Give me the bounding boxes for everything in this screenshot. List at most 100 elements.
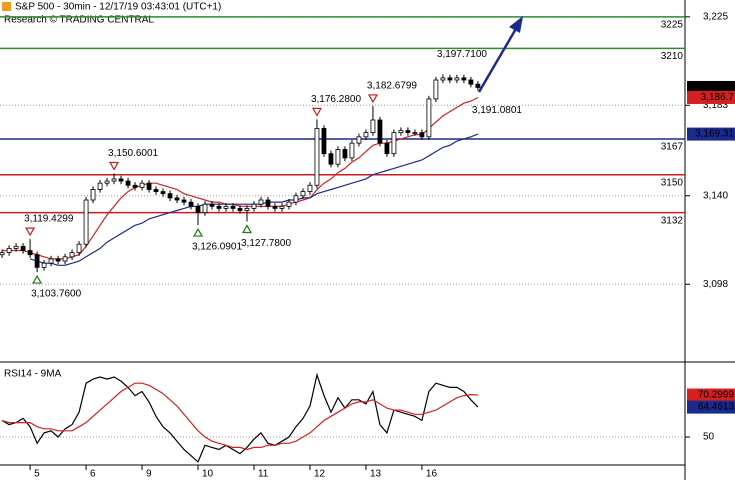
candle-body	[412, 132, 418, 135]
annotation-label: 3,126.0901	[192, 242, 242, 253]
candle-body	[153, 189, 159, 192]
annotation-label: 3,127.7800	[241, 238, 291, 249]
pane-title: RSI14 - 9MA	[4, 369, 62, 380]
candle-body	[265, 199, 271, 207]
candle-body	[419, 132, 425, 138]
arrow-shaft	[477, 26, 519, 93]
series-line	[1, 372, 479, 463]
level-label: 3150	[661, 177, 684, 188]
level-label: 3167	[661, 142, 684, 153]
candle-body	[188, 201, 194, 207]
annotation-marker	[311, 107, 322, 117]
candle-body	[20, 245, 26, 251]
annotation-label: 3,103.7600	[31, 289, 81, 300]
candle-body	[335, 149, 341, 165]
candle-body	[195, 205, 201, 214]
candle-body	[300, 191, 306, 197]
candle-body	[405, 130, 411, 134]
candle-body	[90, 189, 96, 201]
annotation-label: 3,182.6799	[367, 81, 417, 92]
candle-body	[314, 128, 320, 186]
candle-body	[27, 250, 33, 256]
candle-body	[41, 262, 47, 268]
x-tick-label: 9	[146, 469, 152, 480]
candle-body	[237, 208, 243, 211]
candle-body	[244, 208, 250, 211]
candle-body	[97, 182, 103, 190]
annotation-marker	[241, 224, 253, 234]
candle-body	[440, 77, 446, 81]
annotation-label: 3,150.6001	[108, 148, 158, 159]
candle-body	[174, 197, 180, 201]
price-box	[687, 400, 735, 414]
forecast-arrow	[477, 16, 523, 93]
candle-body	[377, 119, 383, 144]
candle-body	[272, 205, 278, 209]
price-box-label: 70.2999	[698, 390, 735, 401]
x-tick-label: 12	[314, 469, 326, 480]
price-box	[687, 388, 735, 402]
candle-body	[132, 184, 138, 188]
candle-body	[167, 193, 173, 199]
x-tick-label: 16	[426, 469, 438, 480]
candle-body	[69, 252, 75, 258]
candle-body	[433, 79, 439, 100]
candle-body	[146, 182, 152, 190]
price-box-label: 3,191.45	[695, 82, 734, 93]
level-label: 3210	[661, 51, 684, 62]
arrow-head	[509, 16, 523, 33]
price-box-label: 3,186.7	[701, 92, 735, 103]
series-line	[2, 96, 479, 260]
candle-body	[181, 199, 187, 203]
y-tick-label: 3,098	[703, 279, 728, 290]
y-tick-label: 3,225	[703, 11, 728, 22]
annotation-label: 3,176.2800	[311, 94, 361, 105]
candle-body	[398, 130, 404, 134]
price-box	[687, 80, 735, 94]
x-tick-label: 13	[370, 469, 382, 480]
x-tick-label: 11	[258, 469, 269, 480]
candle-body	[13, 245, 19, 249]
x-tick-label: 6	[90, 469, 96, 480]
series-line	[1, 382, 478, 451]
candle-body	[328, 153, 334, 165]
candle-body	[363, 132, 369, 138]
level-label: 3132	[661, 215, 684, 226]
price-box	[687, 127, 735, 141]
candle-body	[125, 180, 131, 186]
annotation-marker	[367, 94, 378, 104]
x-tick-label: 5	[34, 469, 40, 480]
candle-body	[370, 119, 376, 134]
candle-body	[118, 178, 124, 182]
candle-body	[258, 199, 264, 205]
price-box-label: 64.4613	[698, 402, 735, 413]
candle-body	[202, 203, 208, 214]
candle-body	[426, 98, 432, 138]
annotation-label: 3,197.7100	[437, 49, 487, 60]
candle-body	[160, 191, 166, 195]
candle-body	[83, 199, 89, 245]
logo-icon	[2, 2, 11, 11]
candle-body	[48, 258, 54, 264]
candle-body	[475, 83, 481, 88]
candle-body	[0, 252, 5, 256]
candle-body	[111, 178, 117, 182]
candle-body	[461, 77, 467, 81]
candle-body	[454, 77, 460, 81]
annotation-marker	[192, 227, 204, 237]
candle-body	[391, 132, 397, 155]
price-box-label: 3,169.31	[695, 129, 734, 140]
annotation-label: 3,119.4299	[24, 214, 74, 225]
candle-body	[34, 254, 40, 268]
annotation-marker	[25, 227, 36, 237]
candle-body	[447, 77, 453, 81]
chart-subtitle: Research © TRADING CENTRAL	[4, 15, 154, 26]
y-tick-label: 50	[703, 432, 715, 443]
candle-body	[76, 243, 82, 254]
y-tick-label: 3,140	[703, 190, 728, 201]
candle-body	[356, 136, 362, 144]
candle-body	[307, 184, 313, 192]
candle-body	[230, 205, 236, 209]
candle-body	[251, 203, 257, 209]
